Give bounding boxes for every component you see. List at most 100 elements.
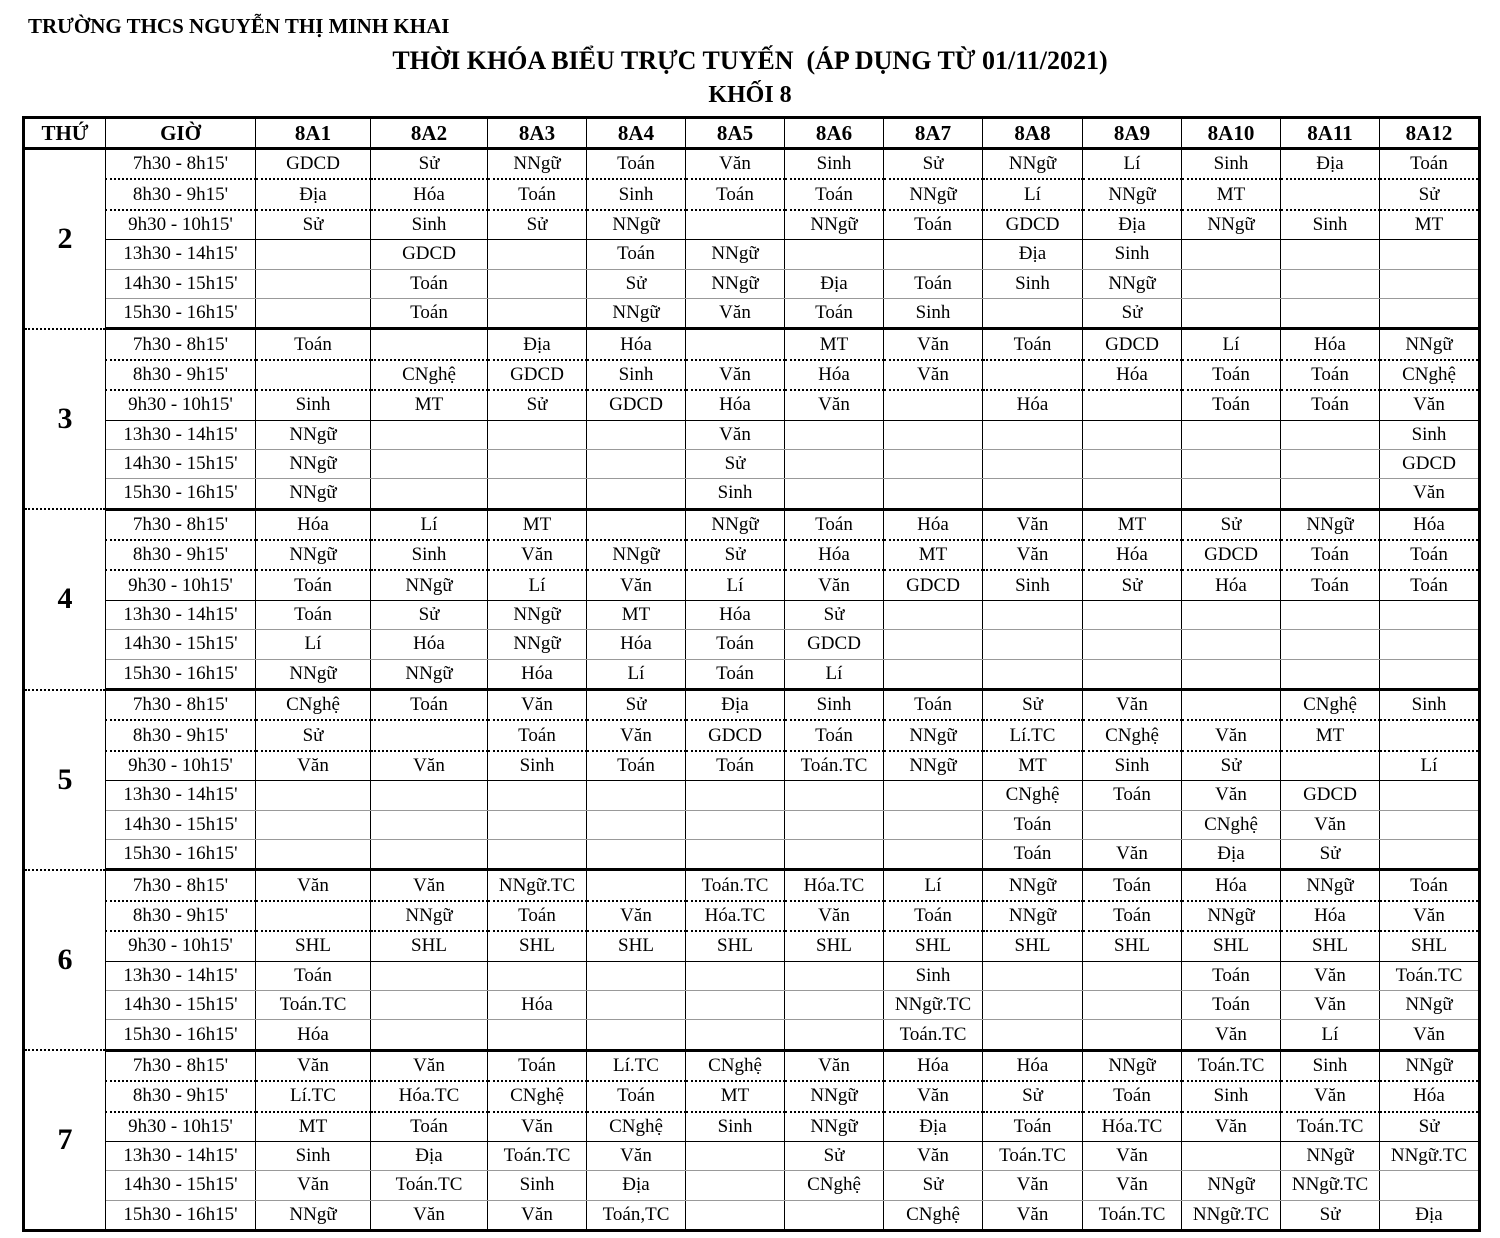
time-cell: 14h30 - 15h15' bbox=[105, 1170, 256, 1201]
time-cell: 14h30 - 15h15' bbox=[105, 810, 256, 840]
col-header-class: 8A1 bbox=[255, 117, 371, 150]
subject-cell: Sinh bbox=[1181, 1081, 1281, 1113]
table-row: 9h30 - 10h15' Văn Văn Sinh Toán Toán Toán.TC NN… bbox=[24, 750, 1480, 782]
subject-cell bbox=[255, 359, 371, 392]
subject-cell: Toán bbox=[255, 600, 371, 631]
subject-cell bbox=[1280, 239, 1380, 270]
time-cell: 7h30 - 8h15' bbox=[105, 509, 256, 542]
day-cell: 3 bbox=[23, 328, 106, 511]
subject-cell: Lí.TC bbox=[586, 1050, 686, 1083]
subject-cell bbox=[586, 810, 686, 840]
subject-cell bbox=[982, 478, 1083, 511]
subject-cell bbox=[370, 720, 488, 752]
subject-cell bbox=[1082, 478, 1182, 511]
subject-cell: Toán bbox=[370, 269, 488, 299]
subject-cell: Hóa bbox=[685, 600, 785, 631]
subject-cell: Văn bbox=[1280, 990, 1380, 1021]
subject-cell bbox=[487, 298, 587, 331]
subject-cell: Toán bbox=[1082, 900, 1182, 933]
subject-cell: Sinh bbox=[1280, 209, 1380, 241]
time-cell: 7h30 - 8h15' bbox=[105, 148, 256, 181]
subject-cell: Hóa bbox=[883, 1050, 983, 1083]
time-cell: 8h30 - 9h15' bbox=[105, 179, 256, 211]
subject-cell: Văn bbox=[784, 1050, 884, 1083]
subject-cell: Toán bbox=[784, 720, 884, 752]
subject-cell bbox=[982, 1019, 1083, 1052]
subject-cell bbox=[982, 659, 1083, 692]
subject-cell: Văn bbox=[370, 1200, 488, 1233]
subject-cell bbox=[487, 961, 587, 991]
subject-cell: Địa bbox=[586, 1170, 686, 1201]
table-row: 8h30 - 9h15' Sử Toán Văn GDCD Toán NNgữ Lí.TC CN… bbox=[24, 720, 1480, 752]
subject-cell bbox=[685, 209, 785, 241]
subject-cell: Lí.TC bbox=[982, 720, 1083, 752]
subject-cell bbox=[1181, 1141, 1281, 1172]
subject-cell: Hóa bbox=[370, 629, 488, 660]
subject-cell: Văn bbox=[586, 900, 686, 933]
subject-cell bbox=[586, 449, 686, 480]
subject-cell: NNgữ bbox=[370, 900, 488, 933]
subject-cell: Toán bbox=[883, 689, 983, 722]
subject-cell: Văn bbox=[370, 1050, 488, 1083]
col-header-class: 8A2 bbox=[370, 117, 488, 150]
subject-cell bbox=[1379, 720, 1480, 752]
subject-cell: Toán.TC bbox=[487, 1141, 587, 1172]
subject-cell: CNghệ bbox=[784, 1170, 884, 1201]
table-row: 14h30 - 15h15' Toán.TC Hóa NNgữ.TC Toán Văn NN… bbox=[24, 990, 1480, 1021]
table-row: 5 7h30 - 8h15' CNghệ Toán Văn Sử Địa Sinh Toán Sử… bbox=[23, 689, 1480, 871]
subject-cell: Văn bbox=[1181, 720, 1281, 752]
subject-cell: Sử bbox=[487, 390, 587, 421]
subject-cell: NNgữ bbox=[370, 659, 488, 692]
subject-cell: Sử bbox=[685, 449, 785, 480]
table-row: 15h30 - 16h15' NNgữ Văn Văn Toán,TC CNghệ Văn T… bbox=[24, 1200, 1480, 1233]
subject-cell: Văn bbox=[255, 1170, 371, 1201]
subject-cell: Toán bbox=[586, 148, 686, 181]
subject-cell: Sinh bbox=[1379, 689, 1480, 722]
time-cell: 8h30 - 9h15' bbox=[105, 720, 256, 752]
subject-cell: Địa bbox=[685, 689, 785, 722]
subject-cell: Hóa bbox=[685, 390, 785, 421]
subject-cell bbox=[487, 780, 587, 811]
subject-cell: Địa bbox=[370, 1141, 488, 1172]
subject-cell: NNgữ bbox=[883, 179, 983, 211]
subject-cell bbox=[883, 629, 983, 660]
subject-cell: Toán.TC bbox=[1082, 1200, 1182, 1233]
subject-cell: Sử bbox=[883, 1170, 983, 1201]
timetable: THỨ GIỜ 8A1 8A2 8A3 8A4 8A5 8A6 8A7 8A8 8A9 8A10 8… bbox=[22, 116, 1481, 1233]
time-cell: 8h30 - 9h15' bbox=[105, 540, 256, 572]
subject-cell: Sử bbox=[685, 540, 785, 572]
subject-cell: Toán.TC bbox=[784, 750, 884, 782]
col-header-class: 8A7 bbox=[883, 117, 983, 150]
subject-cell: Văn bbox=[784, 900, 884, 933]
subject-cell bbox=[487, 478, 587, 511]
subject-cell bbox=[982, 359, 1083, 392]
subject-cell: NNgữ bbox=[784, 1111, 884, 1142]
col-header-class: 8A11 bbox=[1280, 117, 1380, 150]
subject-cell: SHL bbox=[685, 931, 785, 962]
subject-cell: Toán bbox=[685, 629, 785, 660]
day-cell: 2 bbox=[23, 148, 106, 330]
subject-cell bbox=[487, 839, 587, 872]
table-row: 14h30 - 15h15' NNgữ Sử GDCD bbox=[24, 449, 1480, 480]
subject-cell: Văn bbox=[982, 509, 1083, 542]
subject-cell: Văn bbox=[1379, 1019, 1480, 1052]
time-cell: 7h30 - 8h15' bbox=[105, 1050, 256, 1083]
subject-cell: Toán bbox=[982, 328, 1083, 361]
subject-cell bbox=[883, 659, 983, 692]
subject-cell: Toán bbox=[1379, 570, 1480, 601]
subject-cell bbox=[1082, 449, 1182, 480]
subject-cell bbox=[784, 990, 884, 1021]
subject-cell: SHL bbox=[255, 931, 371, 962]
subject-cell bbox=[1379, 629, 1480, 660]
subject-cell: Lí bbox=[883, 869, 983, 902]
subject-cell: Sinh bbox=[784, 148, 884, 181]
subject-cell: Văn bbox=[586, 720, 686, 752]
subject-cell bbox=[685, 1200, 785, 1233]
subject-cell bbox=[1082, 1019, 1182, 1052]
subject-cell: Hóa bbox=[586, 629, 686, 660]
subject-cell: Hóa bbox=[255, 509, 371, 542]
subject-cell bbox=[1379, 269, 1480, 299]
subject-cell: Sinh bbox=[255, 390, 371, 421]
time-cell: 13h30 - 14h15' bbox=[105, 239, 256, 270]
subject-cell: Sử bbox=[1280, 1200, 1380, 1233]
